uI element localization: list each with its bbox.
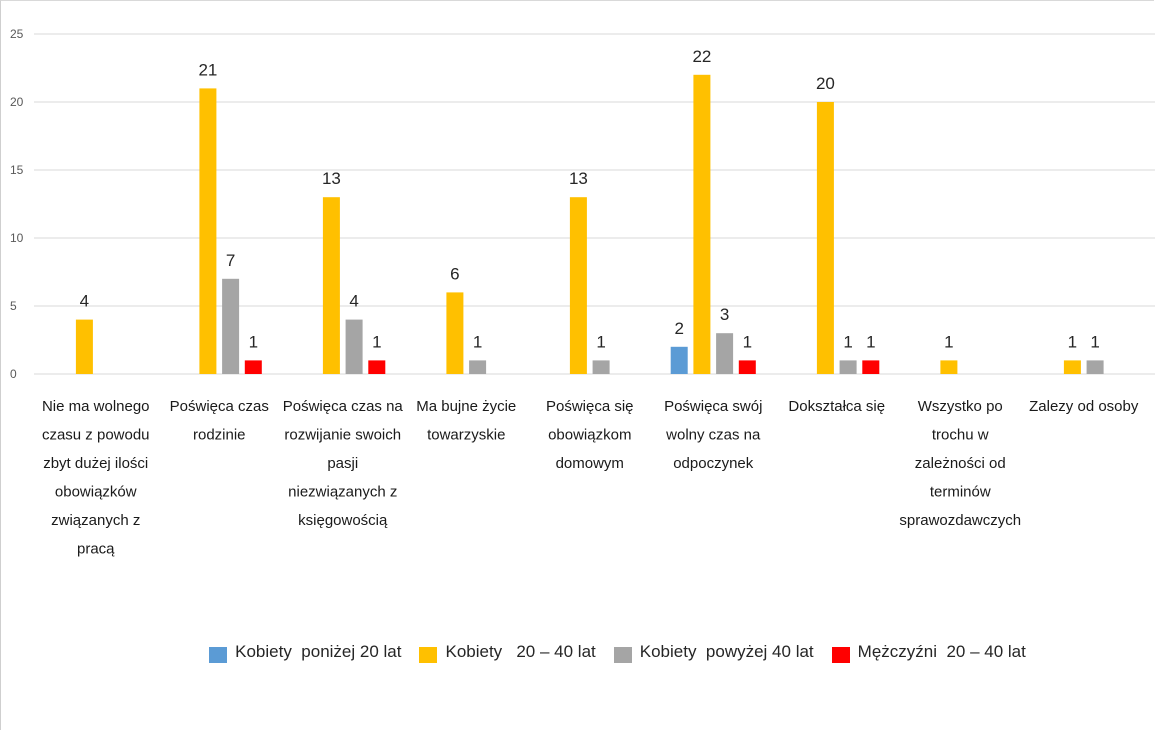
data-label: 1	[843, 332, 852, 351]
bar	[693, 74, 711, 375]
bar	[244, 360, 262, 374]
bar	[716, 333, 734, 374]
legend-label: Kobiety powyżej 40 lat	[639, 642, 814, 661]
data-label: 2	[674, 319, 683, 338]
legend: Kobiety poniżej 20 lat Kobiety 20 – 40 la…	[0, 637, 1155, 667]
data-label: 1	[944, 332, 953, 351]
category-label: księgowością	[298, 512, 388, 529]
data-label: 20	[816, 74, 835, 93]
category-label: sprawozdawczych	[899, 512, 1021, 529]
legend-item: Kobiety poniżej 20 lat	[209, 641, 401, 663]
y-tick-label: 20	[10, 95, 24, 109]
data-label: 1	[249, 332, 258, 351]
data-label: 1	[596, 332, 605, 351]
y-tick-label: 0	[10, 367, 17, 381]
category-label: Zalezy od osoby	[1029, 398, 1139, 415]
legend-label: Mężczyźni 20 – 40 lat	[857, 642, 1026, 661]
category-label: wolny czas na	[665, 427, 761, 444]
legend-label: Kobiety 20 – 40 lat	[445, 642, 596, 661]
y-tick-label: 25	[10, 27, 24, 41]
y-tick-label: 15	[10, 163, 24, 177]
bar	[862, 360, 880, 374]
data-label: 7	[226, 251, 235, 270]
category-label: Poświęca czas na	[283, 398, 404, 415]
bar	[569, 197, 587, 374]
category-label: domowym	[556, 455, 624, 472]
legend-swatch	[831, 647, 850, 663]
category-label: obowiązkom	[548, 427, 631, 444]
data-label: 1	[372, 332, 381, 351]
bar	[839, 360, 857, 374]
data-label: 1	[1090, 332, 1099, 351]
bar	[1086, 360, 1104, 374]
legend-swatch	[209, 647, 228, 663]
category-label: Nie ma wolnego	[42, 398, 150, 415]
legend-label: Kobiety poniżej 20 lat	[235, 642, 402, 661]
bar	[75, 319, 93, 374]
category-label: Dokształca się	[788, 398, 885, 415]
category-label: zbyt dużej ilości	[43, 455, 148, 472]
category-label: pasji	[327, 455, 358, 472]
data-label: 3	[720, 305, 729, 324]
legend-item: Kobiety powyżej 40 lat	[613, 641, 814, 663]
bar	[816, 102, 834, 374]
data-label: 1	[1068, 332, 1077, 351]
bar	[368, 360, 386, 374]
category-label: czasu z powodu	[42, 427, 150, 444]
data-label: 13	[322, 169, 341, 188]
bar	[446, 292, 464, 374]
legend-item: Kobiety 20 – 40 lat	[419, 641, 596, 663]
y-tick-label: 5	[10, 299, 17, 313]
y-tick-label: 10	[10, 231, 24, 245]
data-label: 1	[866, 332, 875, 351]
bar	[469, 360, 487, 374]
category-label: niezwiązanych z	[288, 484, 397, 501]
bar	[738, 360, 756, 374]
data-label: 1	[743, 332, 752, 351]
data-label: 4	[349, 292, 358, 311]
category-label: Ma bujne życie	[416, 398, 516, 415]
category-label: Poświęca czas	[170, 398, 269, 415]
category-label: terminów	[930, 484, 991, 501]
data-label: 21	[198, 60, 217, 79]
data-label: 13	[569, 169, 588, 188]
bar	[940, 360, 958, 374]
category-label: obowiązków	[55, 484, 137, 501]
category-label: trochu w	[932, 427, 989, 444]
category-label: zależności od	[915, 455, 1006, 472]
bar	[592, 360, 610, 374]
category-label: Poświęca swój	[664, 398, 762, 415]
bar	[222, 278, 240, 374]
category-label: towarzyskie	[427, 427, 505, 444]
legend-item: Mężczyźni 20 – 40 lat	[831, 641, 1026, 663]
category-label: rozwijanie swoich	[284, 427, 401, 444]
data-label: 1	[473, 332, 482, 351]
data-label: 4	[80, 292, 89, 311]
bar	[345, 319, 363, 374]
data-label: 22	[692, 47, 711, 66]
category-label: związanych z	[51, 512, 140, 529]
category-label: pracą	[77, 541, 115, 558]
legend-swatch	[419, 647, 438, 663]
category-label: rodzinie	[193, 427, 246, 444]
bar	[322, 197, 340, 374]
category-label: Poświęca się	[546, 398, 634, 415]
legend-swatch	[613, 647, 632, 663]
bar	[1063, 360, 1081, 374]
data-label: 6	[450, 264, 459, 283]
bar	[670, 346, 688, 374]
category-label: Wszystko po	[918, 398, 1003, 415]
bar	[199, 88, 217, 375]
category-label: odpoczynek	[673, 455, 754, 472]
